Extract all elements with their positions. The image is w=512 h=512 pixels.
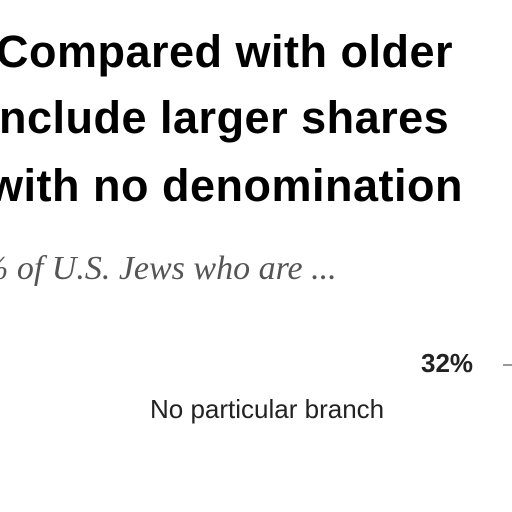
leader-line bbox=[503, 364, 512, 366]
title-line: include larger shares bbox=[0, 92, 450, 143]
title-line: Compared with older bbox=[0, 26, 454, 77]
category-label: No particular branch bbox=[150, 394, 385, 424]
subtitle: % of U.S. Jews who are ... bbox=[0, 250, 337, 287]
title-line: with no denomination bbox=[0, 160, 463, 211]
value-label: 32% bbox=[421, 348, 474, 378]
